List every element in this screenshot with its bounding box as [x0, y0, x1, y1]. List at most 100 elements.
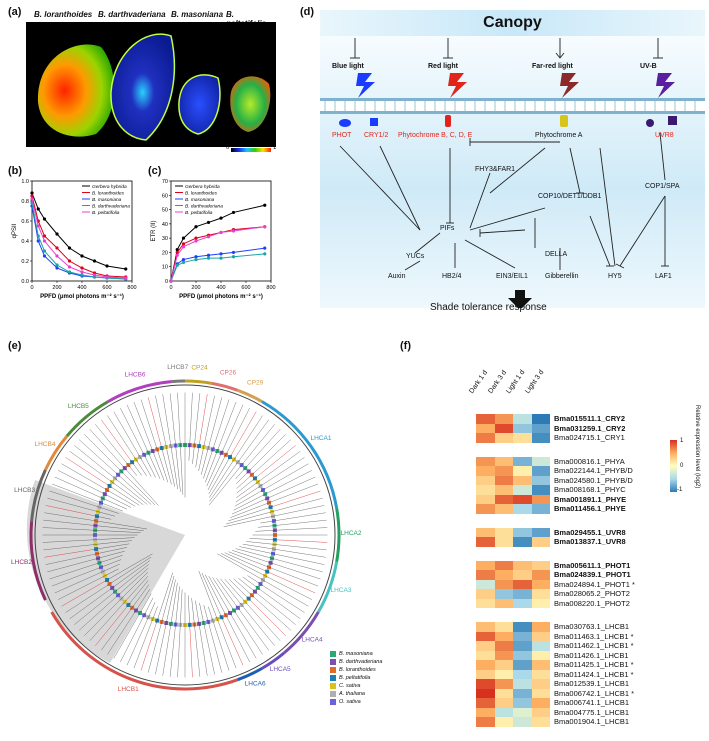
tree-branch	[140, 399, 157, 447]
tree-branch	[199, 626, 208, 676]
gene-label: Bma013837.1_UVR8	[554, 537, 626, 547]
heatmap-cell	[494, 414, 513, 424]
data-point	[231, 250, 236, 255]
tree-branch	[99, 497, 128, 510]
tree-branch	[104, 488, 136, 507]
heatmap-cell	[531, 414, 550, 424]
heatmap-cell	[494, 650, 513, 660]
tree-branch	[274, 497, 323, 512]
clade-label: LHCB3	[14, 487, 35, 494]
heatmap-cell	[494, 688, 513, 698]
tree-branch	[115, 567, 149, 598]
tree-branch	[89, 603, 123, 642]
tree-branch	[61, 463, 105, 489]
tree-branch	[204, 395, 215, 445]
data-point	[219, 230, 223, 235]
legend-item: O. sativa	[330, 698, 382, 706]
clade-arc	[50, 611, 239, 691]
gene-label: Bma030763.1_LHCB1	[554, 622, 630, 632]
gene-label: Bma028065.2_PHOT2	[554, 589, 630, 599]
tree-branch	[221, 553, 268, 578]
legend-entry: B. peltatifolia	[92, 210, 120, 216]
clade-arc	[283, 611, 320, 655]
heatmap-group: Bma015511.1_CRY2 Bma031259.1_CRY2 Bma02471…	[476, 414, 635, 443]
heatmap-cell	[476, 433, 495, 443]
heatmap-cell	[531, 589, 550, 599]
heatmap-row: Bma011425.1_LHCB1 *	[476, 660, 635, 670]
heatmap-row: Bma024580.1_PHYB/D	[476, 475, 635, 485]
tree-branch	[61, 581, 105, 607]
gene-label: Bma006742.1_LHCB1 *	[554, 688, 635, 698]
clade-label: LHCA3	[331, 587, 352, 594]
data-point	[55, 246, 59, 250]
receptor-uvr8: UVR8	[655, 132, 674, 139]
heatmap-cell	[476, 537, 495, 547]
gene-label: Bma011456.1_PHYE	[554, 504, 626, 514]
tree-branch	[247, 603, 281, 642]
tree-branch	[170, 582, 178, 627]
heatmap-row: Bma024715.1_CRY1	[476, 433, 635, 443]
heatmap-cell	[531, 622, 550, 632]
legend-swatch	[330, 675, 336, 681]
tree-branch	[113, 411, 139, 455]
heatmap-cell	[531, 688, 550, 698]
heatmap-row: Bma006741.1_LHCB1	[476, 698, 635, 708]
data-point	[231, 255, 236, 259]
clade-arc	[44, 435, 69, 471]
heatmap-row: Bma015511.1_CRY2	[476, 414, 635, 424]
heatmap-cell	[494, 669, 513, 679]
clade-label: LHCB7	[167, 364, 188, 371]
node-hb24: HB2/4	[442, 273, 462, 280]
data-point	[263, 246, 267, 250]
heatmap-row: Bma008220.1_PHOT2	[476, 598, 635, 608]
tree-branch	[205, 448, 219, 483]
panel-d-label: (d)	[300, 6, 315, 18]
tree-branch	[243, 424, 275, 463]
heatmap-row: Bma011426.1_LHCB1	[476, 650, 635, 660]
data-point	[30, 197, 34, 201]
heatmap-cell	[494, 560, 513, 570]
light-label-red: Red light	[428, 63, 458, 70]
heatmap-row: Bma030763.1_LHCB1	[476, 622, 635, 632]
heatmap-cell	[513, 679, 532, 689]
tree-branch	[273, 490, 321, 507]
tree-branch	[92, 525, 144, 531]
tree-branch	[93, 515, 112, 520]
tree-branch	[276, 549, 326, 558]
heatmap-row: Bma006742.1_LHCB1 *	[476, 688, 635, 698]
tree-branch	[42, 539, 93, 543]
x-tick-label: 0	[169, 285, 172, 291]
tree-branch	[65, 585, 108, 613]
heatmap-row: Bma029455.1_UVR8	[476, 527, 635, 537]
tree-branch	[226, 510, 275, 525]
heatmap-row: Bma012539.1_LHCB1	[476, 679, 635, 689]
data-point	[194, 236, 198, 240]
heatmap-group: Bma000816.1_PHYA Bma022144.1_PHYB/D Bma024…	[476, 456, 635, 514]
tree-branch	[92, 529, 141, 533]
tree-branch	[49, 490, 97, 507]
heatmap-cell	[531, 494, 550, 504]
x-tick-label: 600	[241, 285, 250, 291]
heatmap-cell	[513, 579, 532, 589]
tree-branch	[224, 552, 271, 573]
x-tick-label: 600	[102, 285, 111, 291]
data-point	[80, 270, 84, 274]
y-tick-label: 0.2	[21, 259, 29, 265]
tree-branch	[170, 443, 178, 490]
data-point	[263, 252, 267, 256]
tree-branch	[194, 627, 201, 677]
tree-branch	[269, 476, 316, 498]
node-della: DELLA	[545, 251, 568, 258]
legend-item: A. thaliana	[330, 690, 382, 698]
light-label-uvb: UV-B	[640, 63, 657, 70]
tree-branch	[120, 407, 143, 453]
legend-label: C. sativa	[339, 683, 361, 689]
tree-branch	[269, 572, 316, 594]
data-point	[105, 275, 109, 279]
tree-branch	[231, 615, 257, 659]
y-tick-label: 0.0	[21, 279, 29, 285]
tree-branch	[246, 541, 278, 545]
heatmap-cell	[513, 456, 532, 466]
tree-branch	[140, 623, 157, 671]
tree-branch	[253, 439, 292, 473]
